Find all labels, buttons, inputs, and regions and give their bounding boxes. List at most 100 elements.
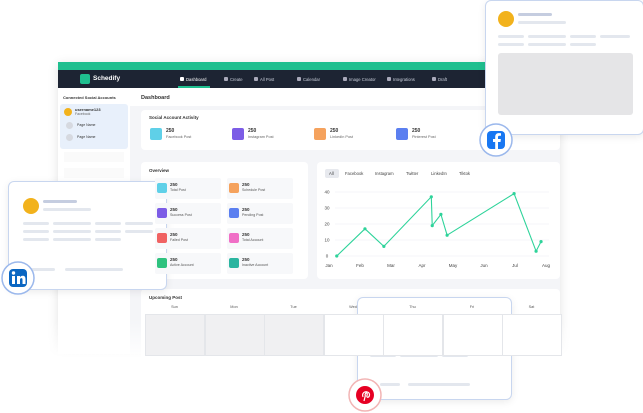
stat-label: Success Post xyxy=(170,213,192,217)
overview-item xyxy=(155,178,221,199)
chart-tab[interactable]: Twitter xyxy=(406,171,419,176)
sidebar-item[interactable] xyxy=(64,168,124,178)
chart-tab[interactable]: Tiktok xyxy=(459,171,471,176)
point xyxy=(382,244,386,248)
linkedin-post-card xyxy=(8,181,167,290)
calendar-cell xyxy=(323,314,384,356)
nav-item[interactable]: Calendar xyxy=(303,77,320,82)
account-name: username123 xyxy=(75,107,101,112)
y-tick-label: 40 xyxy=(324,190,330,195)
navbar xyxy=(58,70,560,88)
stat-label: Total Account xyxy=(242,238,264,242)
day-label: Fri xyxy=(469,305,475,309)
upcoming-title: Upcoming Post xyxy=(149,295,183,300)
nav-icon xyxy=(432,77,436,81)
stat-icon xyxy=(150,128,162,140)
calendar-cell xyxy=(442,314,503,356)
nav-item[interactable]: Draft xyxy=(438,77,448,82)
chart-tab[interactable]: Instagram xyxy=(375,171,394,176)
pinterest-icon[interactable] xyxy=(347,377,383,413)
day-label: Wed xyxy=(349,305,357,309)
nav-item[interactable]: Image Creator xyxy=(349,77,376,82)
chart-tab[interactable]: All xyxy=(329,171,334,176)
stat-label: Instagram Post xyxy=(248,135,274,139)
point xyxy=(512,192,516,196)
avatar xyxy=(23,198,39,214)
stat-icon xyxy=(229,258,239,268)
stat-label: LinkedIn Post xyxy=(330,135,354,139)
brand: Schedify xyxy=(93,75,121,82)
linkedin-icon[interactable] xyxy=(0,260,36,296)
y-tick-label: 10 xyxy=(324,238,330,243)
facebook-icon[interactable] xyxy=(478,122,514,158)
stat-label: Schedule Post xyxy=(242,188,266,192)
page-title: Dashboard xyxy=(141,95,170,101)
activity-title: Social Account Activity xyxy=(149,115,199,120)
nav-item[interactable]: Create xyxy=(230,77,243,82)
stat-label: Inactive Account xyxy=(242,263,269,267)
logo xyxy=(80,74,90,84)
stat-value: 250 xyxy=(170,232,178,237)
point xyxy=(439,212,443,216)
x-tick-label: May xyxy=(449,263,458,268)
chart-tab[interactable]: Facebook xyxy=(345,171,364,176)
overview-item xyxy=(227,203,293,224)
point xyxy=(539,240,543,244)
x-tick-label: Jul xyxy=(512,263,518,268)
x-tick-label: Feb xyxy=(356,263,364,268)
stat-value: 250 xyxy=(242,232,250,237)
account-platform: Facebook xyxy=(75,112,91,116)
overview-item xyxy=(155,228,221,249)
stat-value: 250 xyxy=(248,128,257,134)
overview-item xyxy=(227,228,293,249)
line-chart: 0 10 20 30 40 Jan Feb Mar Apr May Jun Jul Aug xyxy=(324,190,551,269)
calendar-cell xyxy=(145,314,205,356)
nav-icon xyxy=(224,77,228,81)
day-label: Thu xyxy=(409,305,416,309)
y-tick-label: 20 xyxy=(324,222,330,227)
y-tick-label: 0 xyxy=(326,254,329,259)
banner xyxy=(58,62,560,70)
page-name[interactable]: Page Name xyxy=(77,135,96,139)
stat-value: 250 xyxy=(412,128,421,134)
sidebar-item[interactable] xyxy=(64,152,124,162)
point xyxy=(335,254,339,258)
nav-item[interactable]: Integrations xyxy=(393,77,415,82)
calendar-cell xyxy=(204,314,265,356)
nav-item[interactable]: All Post xyxy=(260,77,275,82)
x-tick-label: Mar xyxy=(387,263,395,268)
stat-icon xyxy=(157,233,167,243)
day-label: Sat xyxy=(528,305,535,309)
avatar xyxy=(64,108,72,116)
nav-icon xyxy=(254,77,258,81)
point xyxy=(534,249,538,253)
page-icon xyxy=(66,134,73,141)
avatar xyxy=(498,11,514,27)
stat-icon xyxy=(157,258,167,268)
day-label: Sun xyxy=(171,305,178,309)
overview-item xyxy=(155,253,221,274)
nav-active xyxy=(178,86,210,88)
stat-label: Total Post xyxy=(170,188,186,192)
stat-value: 250 xyxy=(242,207,250,212)
sidebar-title: Connected Social Accounts xyxy=(63,95,116,100)
stat-label: Pending Post xyxy=(242,213,264,217)
stat-value: 250 xyxy=(166,128,175,134)
tab-active xyxy=(325,169,339,178)
chart-tab[interactable]: LinkedIn xyxy=(431,171,447,176)
x-tick-label: Jun xyxy=(480,263,488,268)
stat-label: Facebook Post xyxy=(166,135,192,139)
calendar-cell xyxy=(264,314,324,356)
stat-label: Pinterest Post xyxy=(412,135,436,139)
point xyxy=(445,233,449,237)
point xyxy=(363,227,367,231)
page-name[interactable]: Page Name xyxy=(77,123,96,127)
nav-item[interactable]: Dashboard xyxy=(186,77,207,82)
x-tick-label: Aug xyxy=(542,263,551,268)
x-tick-label: Jan xyxy=(325,263,333,268)
header xyxy=(130,88,560,106)
stat-icon xyxy=(229,233,239,243)
day-label: Tue xyxy=(290,305,297,309)
stat-label: Active Account xyxy=(170,263,194,267)
